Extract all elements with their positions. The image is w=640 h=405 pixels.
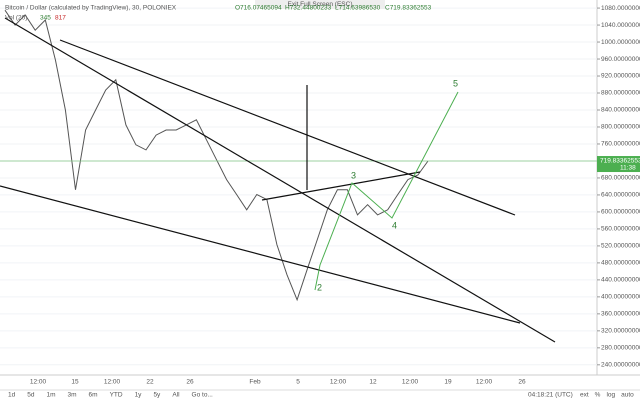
volume-label: Vol (20) (5, 15, 27, 22)
exit-banner[interactable] (255, 0, 385, 9)
symbol: Bitcoin / Dollar (calculated by TradingV… (5, 5, 177, 12)
y-tick-label: 440.00000000 (601, 277, 640, 284)
wave-label: 4 (392, 220, 397, 230)
y-tick-label: 280.00000000 (601, 345, 640, 352)
ohlc-low: L714.63986530 (335, 5, 381, 12)
x-tick-label: 26 (186, 379, 194, 386)
x-tick-label: Feb (249, 379, 261, 386)
range-button[interactable]: 1d (8, 392, 16, 399)
volume-value: 345 (40, 15, 51, 22)
x-tick-label: 5 (296, 379, 300, 386)
range-button[interactable]: 5y (153, 392, 161, 399)
ohlc-close: C719.83362553 (385, 5, 432, 12)
y-tick-label: 600.00000000 (601, 209, 640, 216)
range-button[interactable]: 5d (27, 392, 35, 399)
trend-line (59, 39, 516, 216)
plot: 1080.00000000 1040.00000000 1000.00000000 9… (0, 5, 640, 369)
x-tick-label: 12:00 (330, 379, 347, 386)
range-button[interactable]: YTD (110, 392, 123, 399)
y-tick-label: 520.00000000 (601, 243, 640, 250)
x-tick-label: 12:00 (104, 379, 121, 386)
toolbar: 04:18:21 (UTC) 1d 5d 1m 3m 6m YTD 1y 5y All Go to… (8, 392, 634, 399)
y-tick-label: 840.00000000 (601, 107, 640, 114)
trend-line (0, 185, 521, 324)
y-tick-label: 560.00000000 (601, 226, 640, 233)
range-button[interactable]: All (172, 392, 180, 399)
y-tick-label: 360.00000000 (601, 311, 640, 318)
axis-option[interactable]: log (606, 392, 615, 399)
exit-fullscreen[interactable]: Exit Full Screen (ESC) (287, 1, 352, 8)
range-button[interactable]: 1y (135, 392, 143, 399)
range-button[interactable]: 6m (89, 392, 98, 399)
y-tick-label: 240.00000000 (601, 362, 640, 369)
wave-label: 5 (453, 78, 458, 88)
x-tick-label: 12:00 (402, 379, 419, 386)
x-tick-label: 12:00 (30, 379, 47, 386)
last-time-label: 11:38 (620, 165, 636, 172)
drawings: 2 3 4 5 (0, 17, 556, 343)
x-tick-label: 19 (444, 379, 452, 386)
price-line (4, 9, 429, 302)
axis-option[interactable]: % (595, 392, 601, 399)
y-tick-label: 880.00000000 (601, 90, 640, 97)
x-tick-label: 12 (369, 379, 377, 386)
time-axis: 12:00 15 12:00 22 26 Feb 5 12:00 12 12:0… (30, 379, 526, 386)
y-tick-label: 760.00000000 (601, 141, 640, 148)
y-tick-label: 680.00000000 (601, 175, 640, 182)
y-tick-label: 480.00000000 (601, 260, 640, 267)
axis-option[interactable]: ext (580, 392, 589, 399)
ohlc-open: O716.07465094 (235, 5, 282, 12)
y-tick-label: 1040.00000000 (601, 22, 640, 29)
x-tick-label: 15 (71, 379, 79, 386)
wave-label: 3 (351, 170, 356, 180)
x-tick-label: 12:00 (476, 379, 493, 386)
range-button[interactable]: 3m (68, 392, 77, 399)
range-button[interactable]: 1m (46, 392, 55, 399)
clock: 04:18:21 (UTC) (528, 392, 573, 399)
trend-line (261, 171, 421, 201)
trend-line (4, 17, 556, 343)
y-tick-label: 920.00000000 (601, 73, 640, 80)
volume-value: 817 (55, 15, 66, 22)
y-tick-label: 640.00000000 (601, 192, 640, 199)
y-tick-label: 960.00000000 (601, 56, 640, 63)
wave-label: 2 (317, 282, 322, 292)
y-tick-label: 800.00000000 (601, 124, 640, 131)
y-tick-label: 320.00000000 (601, 328, 640, 335)
last-price-label: 719.83362553 (600, 158, 640, 165)
range-button[interactable]: Go to... (192, 392, 214, 399)
y-tick-label: 400.00000000 (601, 294, 640, 301)
x-tick-label: 22 (146, 379, 154, 386)
y-tick-label: 1080.00000000 (601, 5, 640, 12)
ohlc-high: H732.44800233 (285, 5, 332, 12)
x-tick-label: 26 (518, 379, 526, 386)
y-tick-label: 1000.00000000 (601, 39, 640, 46)
last-price-box (597, 156, 640, 173)
wave-path (314, 91, 459, 291)
axis-option[interactable]: auto (621, 392, 634, 399)
